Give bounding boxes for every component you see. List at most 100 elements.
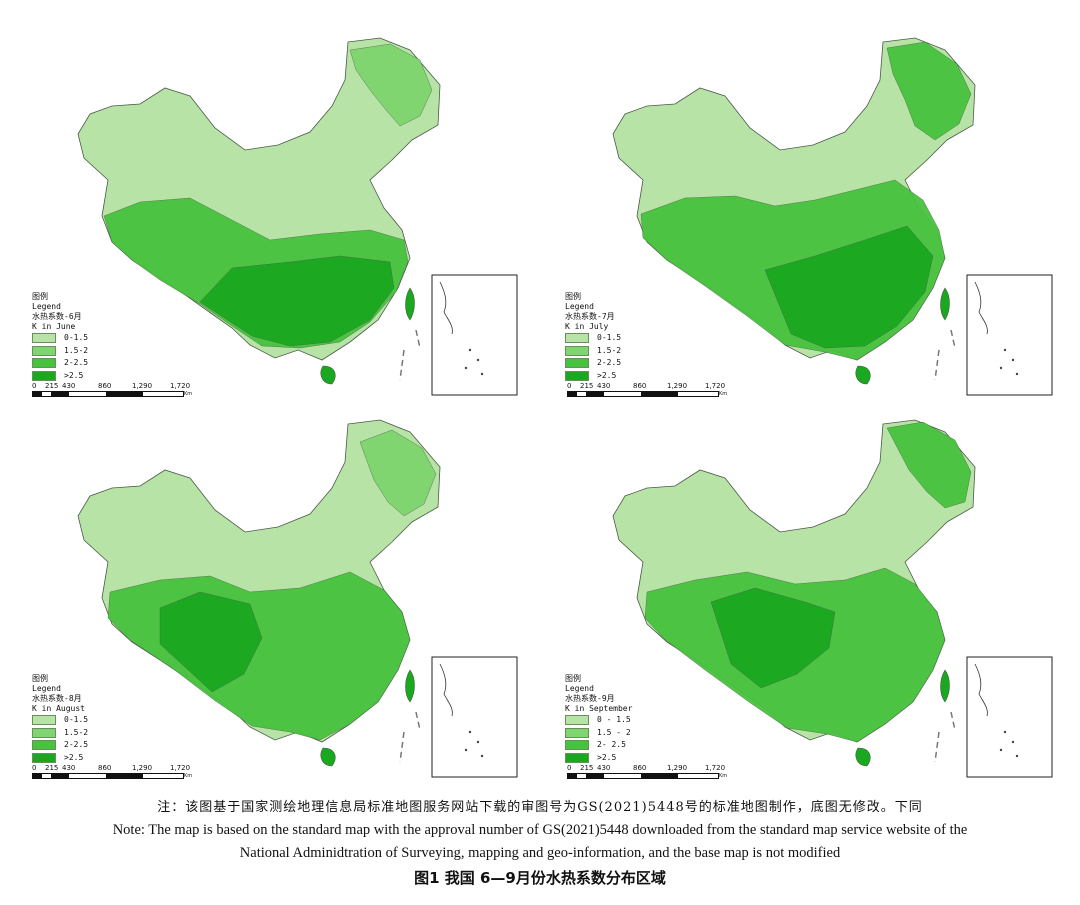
china-map-september [612,419,1053,778]
note-english-line-1: Note: The map is based on the standard m… [112,822,968,838]
legend-swatch [565,715,589,726]
legend-class-label: >2.5 [64,752,84,762]
legend-class-label: 2-2.5 [64,358,89,368]
legend-swatch [565,345,589,356]
scale-tick: 0 [567,764,572,772]
legend-swatch [32,727,56,738]
legend-class-label: 2-2.5 [64,740,89,750]
legend-august: 图例 Legend 水热系数-8月 K in August 0-1.5 1.5-… [32,674,88,764]
legend-swatch [32,333,56,344]
legend-class-label: 0 - 1.5 [597,715,631,725]
legend-class-label: 2-2.5 [597,358,622,368]
figure-caption: 图1 我国 6—9月份水热系数分布区域 [414,869,666,887]
scale-tick: 1,290 [667,764,688,772]
legend-class-label: 0-1.5 [64,715,89,725]
scale-tick: 215 [580,382,594,390]
scale-tick: 1,720 [170,382,191,390]
legend-en: Legend [565,684,594,693]
legend-swatch [32,370,56,381]
legend-row: 2-2.5 [565,357,621,370]
scale-tick: 215 [45,764,59,772]
legend-title-cn: 水热系数-9月 [565,694,615,703]
scale-bar-june: 0 215 430 860 1,290 1,720 Km [32,382,192,397]
scale-tick: 0 [32,382,37,390]
legend-swatch [32,345,56,356]
scale-tick: 215 [45,382,59,390]
legend-swatch [565,727,589,738]
legend-swatch [565,752,589,763]
legend-swatch [565,370,589,381]
legend-row: 2- 2.5 [565,739,632,752]
legend-june: 图例 Legend 水热系数-6月 K in June 0-1.5 1.5-2 … [32,292,88,382]
legend-title-en: K in August [32,704,85,713]
legend-july: 图例 Legend 水热系数-7月 K in July 0-1.5 1.5-2 … [565,292,621,382]
legend-row: 0 - 1.5 [565,714,632,727]
legend-class-label: >2.5 [64,370,84,380]
scale-tick: 430 [62,382,76,390]
legend-row: >2.5 [565,370,621,383]
scale-tick: 1,720 [170,764,191,772]
scale-bar-august: 0 215 430 860 1,290 1,720 Km [32,764,192,779]
k-zone-june-2 [349,43,433,127]
legend-row: 0-1.5 [32,714,88,727]
legend-swatch [32,358,56,369]
legend-row: 1.5-2 [32,345,88,358]
scale-tick: 1,290 [132,764,153,772]
scale-tick: 860 [98,382,112,390]
k-zone-september-1 [710,587,836,689]
map-panel-june: 图例 Legend 水热系数-6月 K in June 0-1.5 1.5-2 … [0,30,540,430]
legend-class-label: >2.5 [597,370,617,380]
map-panel-august: 图例 Legend 水热系数-8月 K in August 0-1.5 1.5-… [0,412,540,812]
scale-bar-july: 0 215 430 860 1,290 1,720 Km [567,382,727,397]
legend-title-en: K in September [565,704,633,713]
legend-row: 1.5-2 [32,727,88,740]
scale-tick: 1,720 [705,764,726,772]
legend-en: Legend [32,302,61,311]
legend-cn: 图例 [32,292,48,301]
legend-title-cn: 水热系数-8月 [32,694,82,703]
legend-title-en: K in July [565,322,609,331]
legend-row: 2-2.5 [32,357,88,370]
legend-class-label: 0-1.5 [597,333,622,343]
scale-unit: Km [719,773,728,779]
legend-row: >2.5 [565,752,632,765]
legend-title-cn: 水热系数-6月 [32,312,82,321]
scale-unit: Km [719,391,728,397]
scale-unit: Km [184,773,193,779]
legend-swatch [565,740,589,751]
scale-tick: 1,290 [132,382,153,390]
scale-tick: 0 [567,382,572,390]
legend-row: 0-1.5 [565,332,621,345]
scale-tick: 0 [32,764,37,772]
legend-class-label: 1.5 - 2 [597,727,631,737]
scale-tick: 430 [597,382,611,390]
map-panel-july: 图例 Legend 水热系数-7月 K in July 0-1.5 1.5-2 … [535,30,1075,430]
legend-class-label: 1.5-2 [64,727,89,737]
k-zone-september-2 [886,421,972,509]
legend-september: 图例 Legend 水热系数-9月 K in September 0 - 1.5… [565,674,632,764]
scale-tick: 430 [597,764,611,772]
k-zone-august-1 [159,591,263,693]
scale-tick: 1,290 [667,382,688,390]
legend-class-label: 1.5-2 [64,345,89,355]
figure-notes: 注：该图基于国家测绘地理信息局标准地图服务网站下载的审图号为GS(2021)54… [0,797,1080,889]
legend-swatch [32,752,56,763]
legend-class-label: >2.5 [597,752,617,762]
legend-row: 0-1.5 [32,332,88,345]
legend-row: 2-2.5 [32,739,88,752]
china-map-august [77,419,518,778]
legend-en: Legend [565,302,594,311]
legend-row: >2.5 [32,752,88,765]
legend-row: 1.5 - 2 [565,727,632,740]
legend-row: >2.5 [32,370,88,383]
scale-tick: 860 [633,382,647,390]
k-zone-june-1 [199,255,395,347]
legend-cn: 图例 [565,292,581,301]
scale-bar-september: 0 215 430 860 1,290 1,720 Km [567,764,727,779]
legend-title-en: K in June [32,322,76,331]
legend-en: Legend [32,684,61,693]
k-zone-july-1 [764,225,934,349]
legend-swatch [32,740,56,751]
scale-tick: 860 [633,764,647,772]
legend-title-cn: 水热系数-7月 [565,312,615,321]
